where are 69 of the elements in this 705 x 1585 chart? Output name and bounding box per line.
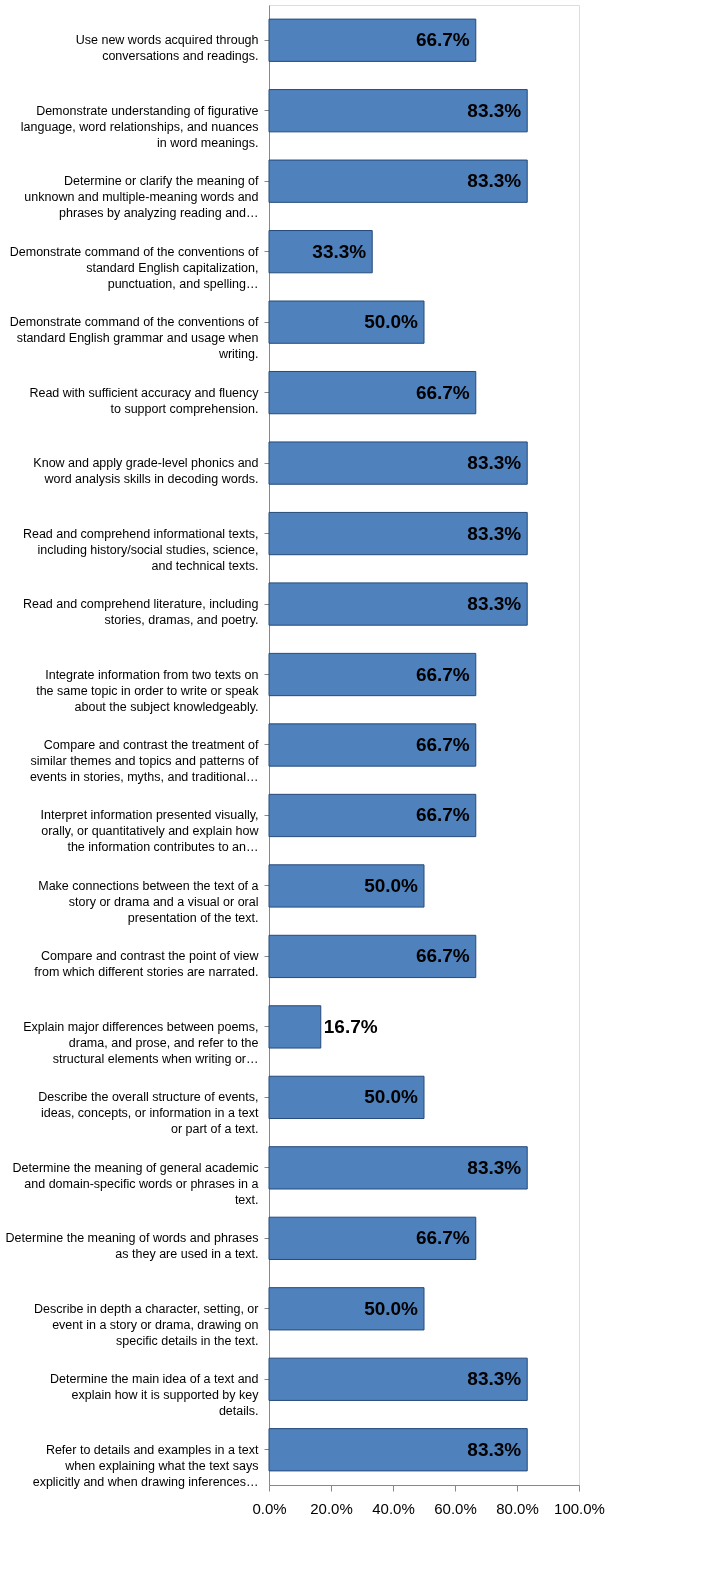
y-tick-label: Determine the main idea of a text and explain how it is supported by key details. — [50, 1372, 260, 1419]
bar — [268, 1005, 322, 1049]
bar — [268, 1287, 425, 1331]
bar — [268, 230, 373, 274]
x-tick-label: 100.0% — [554, 1499, 605, 1517]
bar — [268, 1075, 425, 1120]
y-tick-label: Determine or clarify the meaning of unknown and multiple-meaning words and phrases by analyzing reading and… — [24, 174, 260, 221]
y-tick-label: Compare and contrast the point of view from which different stories are narrated. — [34, 949, 260, 980]
bar — [268, 864, 425, 908]
data-label: 50.0% — [364, 874, 419, 896]
y-tick-label: Integrate information from two texts on the same topic in order to write or speak about the subject knowledgeably. — [36, 667, 260, 714]
y-tick-label: Use new words acquired through conversations and readings. — [75, 33, 259, 64]
y-tick-label: Know and apply grade-level phonics and word analysis skills in decoding words. — [33, 456, 259, 487]
bar — [268, 370, 477, 415]
x-tick-label: 20.0% — [310, 1499, 353, 1517]
bar — [268, 934, 477, 979]
bar — [268, 652, 477, 697]
y-tick-label: Refer to details and examples in a text when explaining what the text says explicitly and when drawing inferences… — [32, 1442, 260, 1489]
y-tick-label: Read and comprehend literature, including stories, dramas, and poetry. — [22, 597, 259, 628]
bar — [268, 723, 477, 767]
x-tick-label: 0.0% — [252, 1499, 287, 1517]
bar — [268, 793, 477, 838]
bar — [268, 441, 528, 485]
data-label: 66.7% — [415, 804, 470, 826]
y-tick-label: Explain major differences between poems, drama, and prose, and refer to the structural elements when writing or… — [23, 1019, 259, 1066]
bar — [268, 1146, 528, 1190]
data-label: 66.7% — [415, 29, 470, 51]
bar — [268, 89, 528, 133]
data-label: 83.3% — [467, 452, 522, 474]
data-label: 83.3% — [467, 522, 522, 544]
y-tick-label: Demonstrate command of the conventions of standard English capitalization, punctuation, and spelling… — [9, 244, 260, 291]
data-label: 66.7% — [415, 945, 470, 967]
y-tick-label: Demonstrate command of the conventions of standard English grammar and usage when writing. — [9, 315, 260, 362]
y-tick-label: Describe in depth a character, setting, or event in a story or drama, drawing on specific details in the text. — [34, 1301, 259, 1348]
data-label: 83.3% — [467, 170, 522, 192]
data-label: 50.0% — [364, 1086, 419, 1108]
data-label: 50.0% — [364, 311, 419, 333]
y-tick-label: Read with sufficient accuracy and fluency to support comprehension. — [29, 385, 260, 416]
x-tick-label: 60.0% — [434, 1499, 477, 1517]
bar — [268, 1357, 528, 1401]
data-label: 33.3% — [312, 240, 367, 262]
y-tick-label: Describe the overall structure of events, ideas, concepts, or information in a text or part of a text. — [38, 1090, 260, 1137]
y-tick-label: Read and comprehend informational texts, including history/social studies, science, and technical texts. — [22, 526, 259, 573]
bar — [268, 18, 477, 62]
y-tick-label: Demonstrate understanding of figurative language, word relationships, and nuances in word meanings. — [20, 103, 259, 150]
data-label: 66.7% — [415, 663, 470, 685]
bar — [268, 511, 528, 556]
data-label: 83.3% — [467, 1368, 522, 1390]
x-tick-label: 80.0% — [496, 1499, 539, 1517]
bar — [268, 582, 528, 626]
bar — [268, 159, 528, 203]
y-tick-label: Interpret information presented visually, orally, or quantitatively and explain how the information contributes to an… — [40, 808, 260, 855]
bar — [268, 1216, 477, 1260]
y-tick-label: Make connections between the text of a story or drama and a visual or oral presentation of the text. — [38, 878, 259, 925]
x-tick-label: 40.0% — [372, 1499, 415, 1517]
data-label: 83.3% — [467, 1438, 522, 1460]
bar — [268, 300, 425, 344]
data-label: 83.3% — [467, 99, 522, 121]
data-label: 66.7% — [415, 734, 470, 755]
y-tick-label: Determine the meaning of general academic and domain-specific words or phrases in a text. — [12, 1160, 259, 1207]
data-label: 83.3% — [467, 1156, 522, 1178]
y-tick-label: Determine the meaning of words and phrases as they are used in a text. — [5, 1231, 259, 1262]
data-label: 83.3% — [467, 593, 522, 615]
data-label: 66.7% — [415, 381, 470, 403]
bar — [268, 1428, 528, 1472]
data-label: 66.7% — [415, 1227, 470, 1249]
data-label: 50.0% — [364, 1297, 419, 1319]
y-tick-label: Compare and contrast the treatment of similar themes and topics and patterns of events in stories, myths, and traditional… — [29, 738, 260, 784]
data-label: 16.7% — [323, 1015, 378, 1037]
